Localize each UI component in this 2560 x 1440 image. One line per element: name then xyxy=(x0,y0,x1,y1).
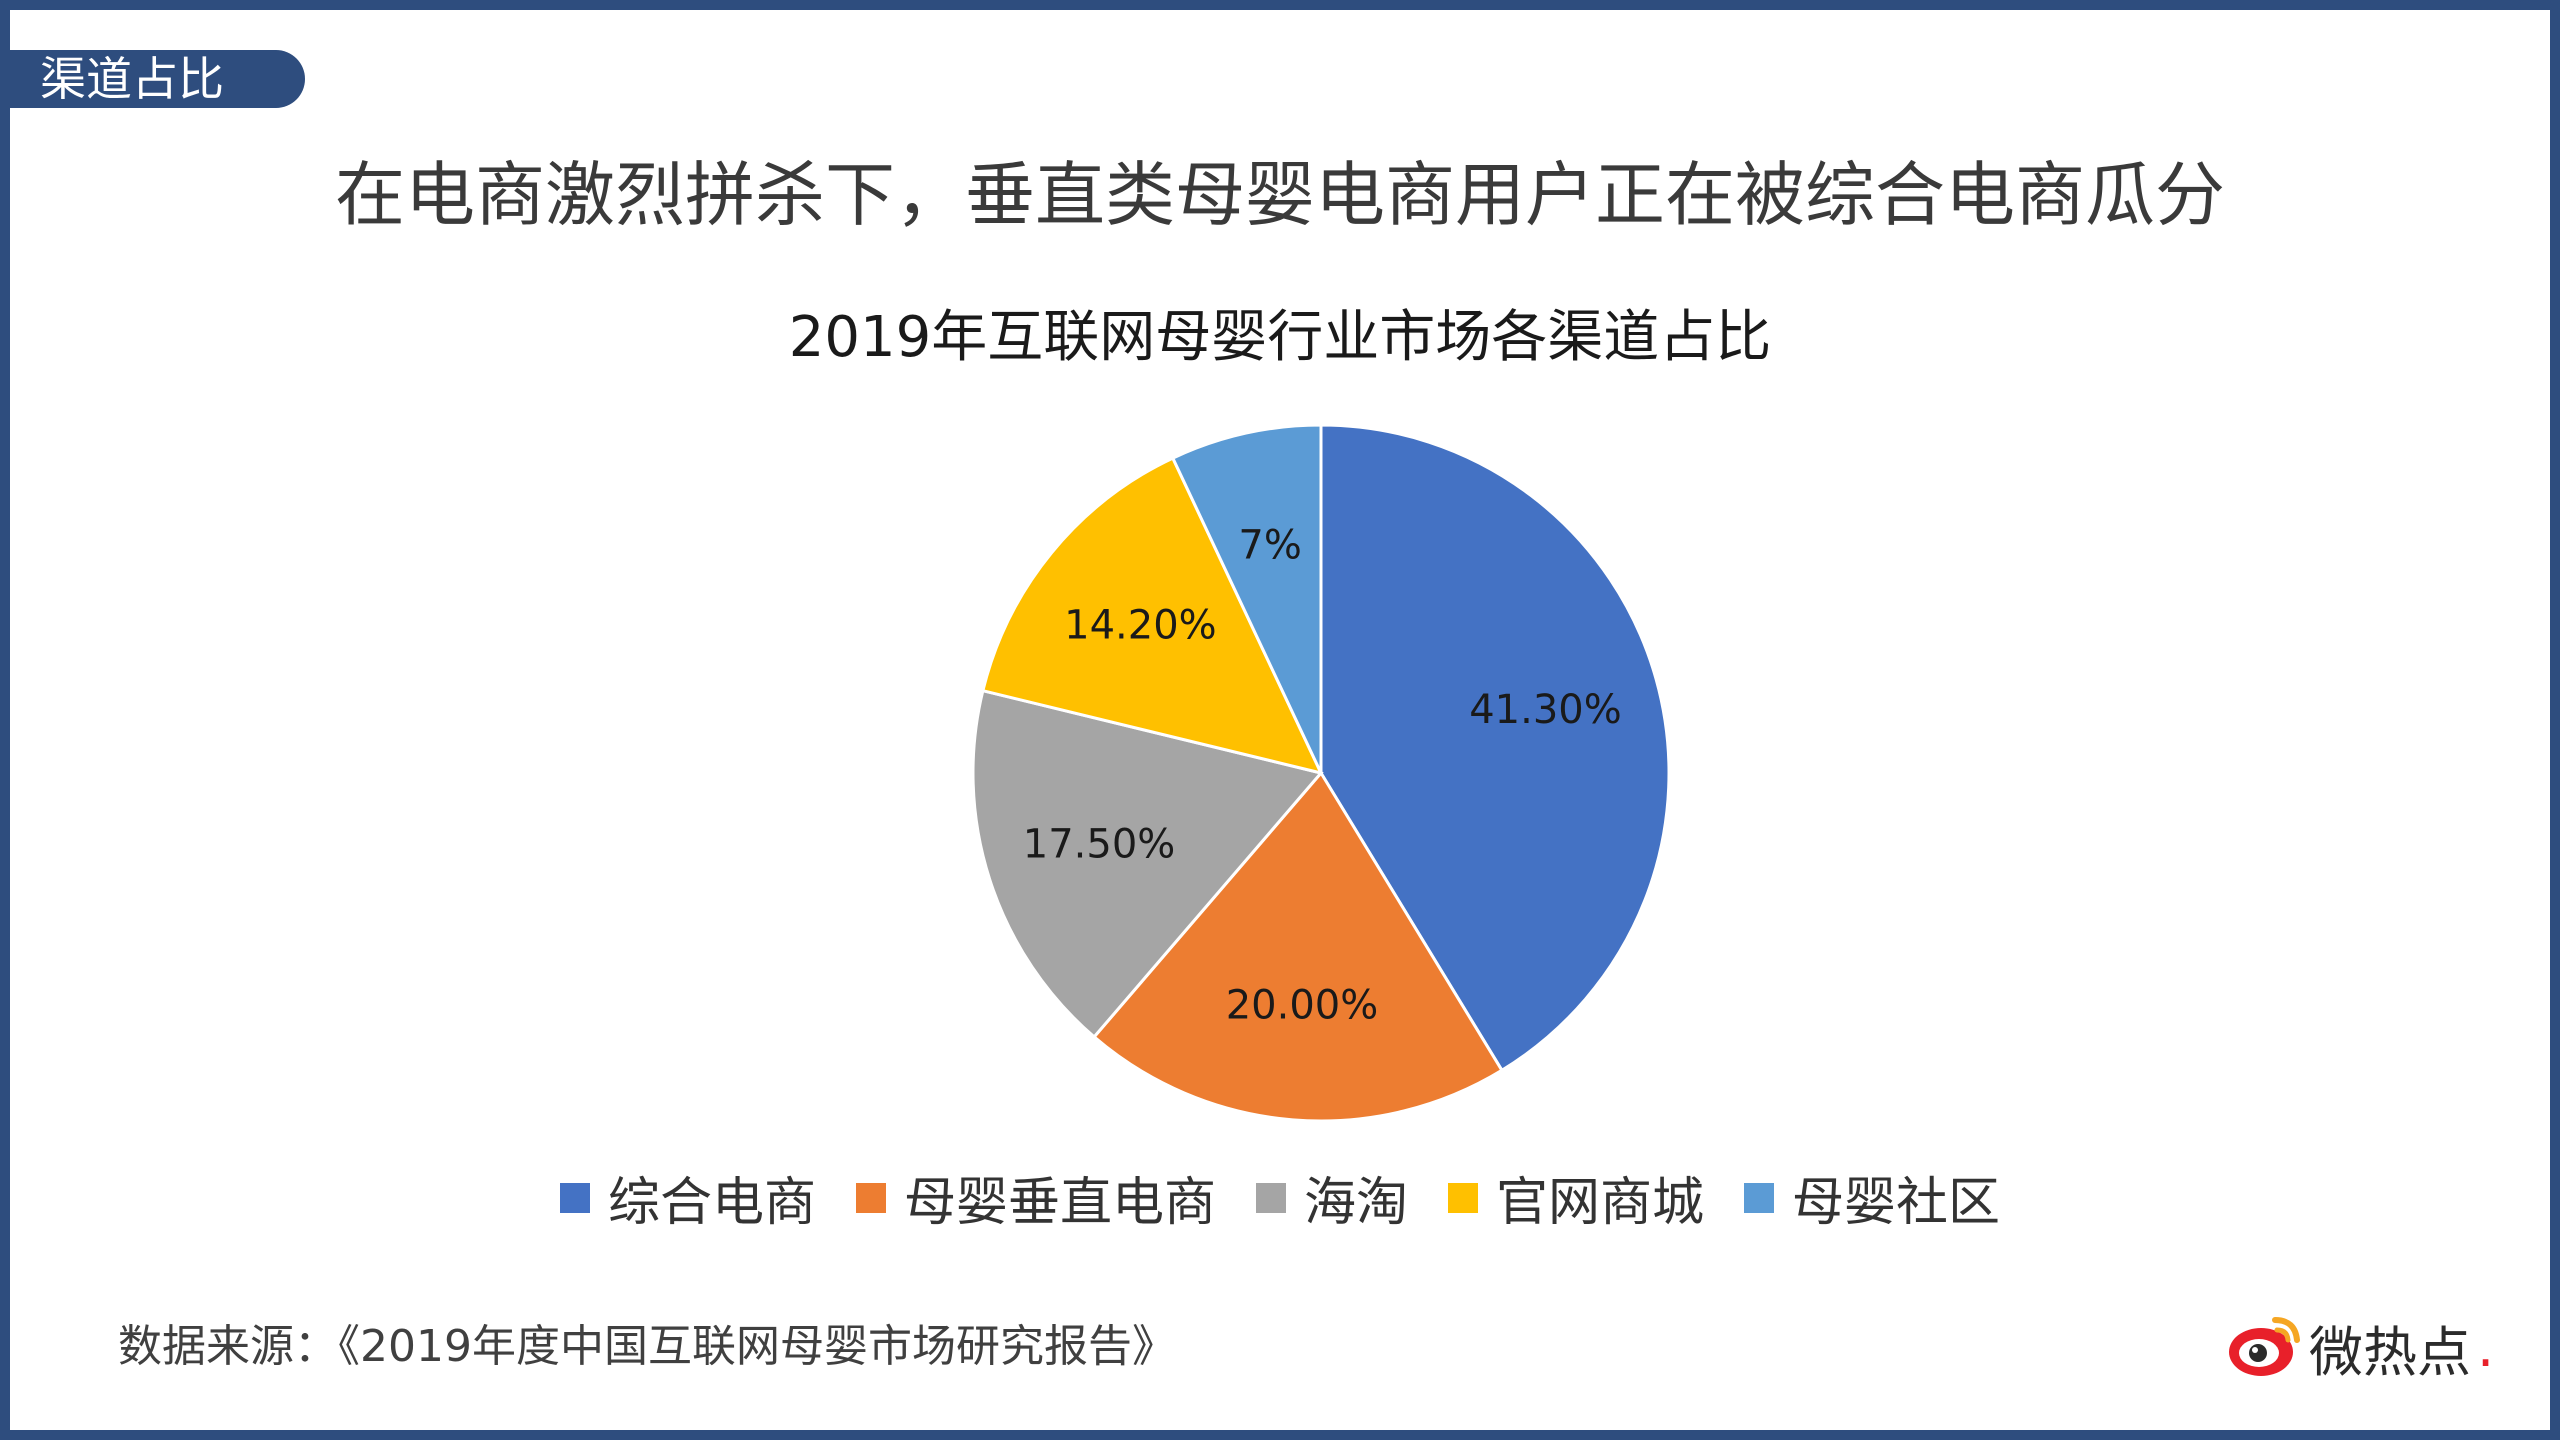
legend-label: 官网商城 xyxy=(1496,1173,1705,1233)
pie-slice-1 xyxy=(1319,423,1671,1073)
legend-swatch xyxy=(855,1182,886,1213)
slice-label-2: 20.00% xyxy=(1226,982,1379,1028)
headline: 在电商激烈拼杀下，垂直类母婴电商用户正在被综合电商瓜分 xyxy=(335,154,2225,236)
brand-name: 微热点 xyxy=(2309,1320,2471,1384)
legend-label: 综合电商 xyxy=(607,1173,816,1233)
brand-dot: . xyxy=(2477,1315,2495,1379)
pie-slice-2 xyxy=(1092,770,1504,1123)
legend-item-4: 官网商城 xyxy=(1448,1160,1704,1235)
legend-swatch xyxy=(1448,1182,1478,1213)
legend-swatch xyxy=(1255,1182,1286,1213)
brand-logo: 微热点 . xyxy=(2225,1312,2495,1384)
chart-title: 2019年互联网母婴行业市场各渠道占比 xyxy=(788,305,1772,370)
section-tag: 渠道占比 xyxy=(10,50,305,108)
legend-item-1: 综合电商 xyxy=(559,1160,816,1235)
data-source-note: 数据来源：《2019年度中国互联网母婴市场研究报告》 xyxy=(118,1321,1176,1372)
legend-item-2: 母婴垂直电商 xyxy=(855,1160,1216,1235)
legend-swatch xyxy=(1744,1182,1775,1213)
slice-label-1: 41.30% xyxy=(1469,687,1622,733)
legend-swatch xyxy=(559,1182,590,1213)
legend-item-3: 海淘 xyxy=(1255,1160,1408,1235)
legend-item-5: 母婴社区 xyxy=(1744,1160,2000,1235)
legend-label: 母婴垂直电商 xyxy=(903,1173,1216,1233)
legend-label: 母婴社区 xyxy=(1792,1173,2001,1233)
slice-label-5: 7% xyxy=(1238,522,1301,568)
chart-legend: 综合电商 母婴垂直电商 海淘 官网商城 母婴社区 xyxy=(0,1160,2560,1235)
pie-slice-4 xyxy=(981,456,1324,776)
legend-label: 海淘 xyxy=(1303,1173,1408,1233)
slice-label-4: 14.20% xyxy=(1064,603,1217,649)
slice-label-3: 17.50% xyxy=(1023,821,1176,867)
weibo-eye-icon xyxy=(2225,1312,2303,1382)
pie-slice-5 xyxy=(1170,423,1323,774)
pie-slice-3 xyxy=(971,688,1324,1040)
